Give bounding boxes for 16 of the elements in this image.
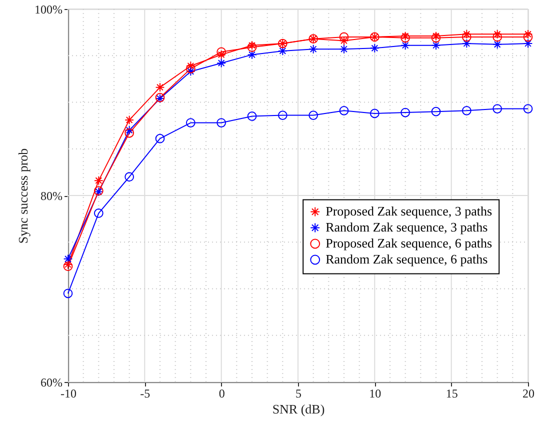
x-tick-label: 20 [522,386,534,400]
x-tick-label: 15 [446,386,458,400]
x-tick-label: -5 [140,386,150,400]
x-tick-label: -10 [60,386,76,400]
y-tick-label: 60% [40,376,62,390]
x-tick-label: 10 [369,386,382,400]
y-tick-label: 80% [40,189,62,203]
legend-label: Random Zak sequence, 3 paths [326,220,488,235]
x-tick-label: 5 [296,386,302,400]
y-axis-title: Sync success prob [16,148,31,244]
legend-label: Proposed Zak sequence, 3 paths [326,204,492,219]
x-tick-label: 0 [218,386,225,400]
x-axis-title: SNR (dB) [272,402,325,416]
legend-label: Random Zak sequence, 6 paths [326,252,488,267]
y-tick-label: 100% [34,2,62,16]
legend-label: Proposed Zak sequence, 6 paths [326,236,492,251]
